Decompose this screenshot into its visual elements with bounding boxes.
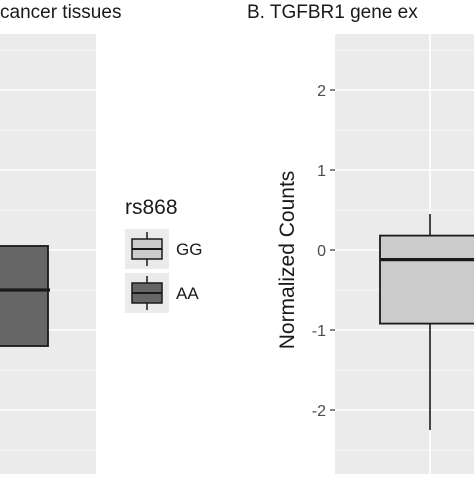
y-tick-label: 1 — [317, 163, 326, 180]
y-tick-label: -2 — [312, 403, 326, 420]
panel-a: cancer tissues — [0, 2, 121, 474]
legend-label: GG — [176, 240, 202, 259]
panel-b-boxes — [379, 214, 474, 430]
y-tick-label: -1 — [312, 323, 326, 340]
y-tick-label: 0 — [317, 243, 326, 260]
legend: rs868 GG AA — [125, 196, 202, 313]
legend-label: AA — [176, 284, 199, 303]
panel-a-title: cancer tissues — [0, 2, 121, 23]
panel-a-boxes — [0, 245, 50, 347]
legend-title: rs868 — [125, 196, 178, 219]
panel-b-y-ticks: 2 1 0 -1 -2 — [312, 83, 335, 420]
legend-item-gg: GG — [125, 229, 202, 269]
panel-b: 2 1 0 -1 -2 B. TGFBR1 gene ex Normalized Cou… — [247, 2, 474, 474]
box-gg — [379, 214, 474, 430]
y-tick-label: 2 — [317, 83, 326, 100]
legend-items: GG AA — [125, 229, 202, 313]
panel-a-grid — [0, 49, 96, 451]
legend-item-aa: AA — [125, 273, 199, 313]
box-body — [379, 234, 474, 325]
panel-b-title: B. TGFBR1 gene ex — [247, 2, 418, 23]
box-aa — [0, 245, 50, 347]
box-body — [0, 245, 49, 347]
y-axis-title: Normalized Counts — [276, 171, 299, 350]
